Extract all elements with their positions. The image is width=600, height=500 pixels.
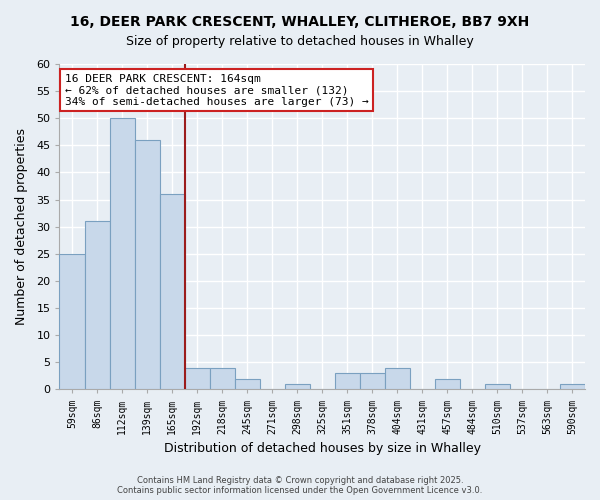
Bar bbox=[160, 194, 185, 390]
Bar bbox=[134, 140, 160, 390]
Bar bbox=[235, 378, 260, 390]
Bar bbox=[59, 254, 85, 390]
X-axis label: Distribution of detached houses by size in Whalley: Distribution of detached houses by size … bbox=[164, 442, 481, 455]
Bar bbox=[209, 368, 235, 390]
Bar bbox=[435, 378, 460, 390]
Text: Size of property relative to detached houses in Whalley: Size of property relative to detached ho… bbox=[126, 35, 474, 48]
Bar bbox=[285, 384, 310, 390]
Bar bbox=[85, 222, 110, 390]
Text: 16, DEER PARK CRESCENT, WHALLEY, CLITHEROE, BB7 9XH: 16, DEER PARK CRESCENT, WHALLEY, CLITHER… bbox=[70, 15, 530, 29]
Bar bbox=[110, 118, 134, 390]
Bar bbox=[185, 368, 209, 390]
Bar bbox=[485, 384, 510, 390]
Text: Contains HM Land Registry data © Crown copyright and database right 2025.
Contai: Contains HM Land Registry data © Crown c… bbox=[118, 476, 482, 495]
Bar bbox=[560, 384, 585, 390]
Bar bbox=[360, 373, 385, 390]
Bar bbox=[335, 373, 360, 390]
Bar bbox=[385, 368, 410, 390]
Text: 16 DEER PARK CRESCENT: 164sqm
← 62% of detached houses are smaller (132)
34% of : 16 DEER PARK CRESCENT: 164sqm ← 62% of d… bbox=[65, 74, 368, 107]
Y-axis label: Number of detached properties: Number of detached properties bbox=[15, 128, 28, 325]
